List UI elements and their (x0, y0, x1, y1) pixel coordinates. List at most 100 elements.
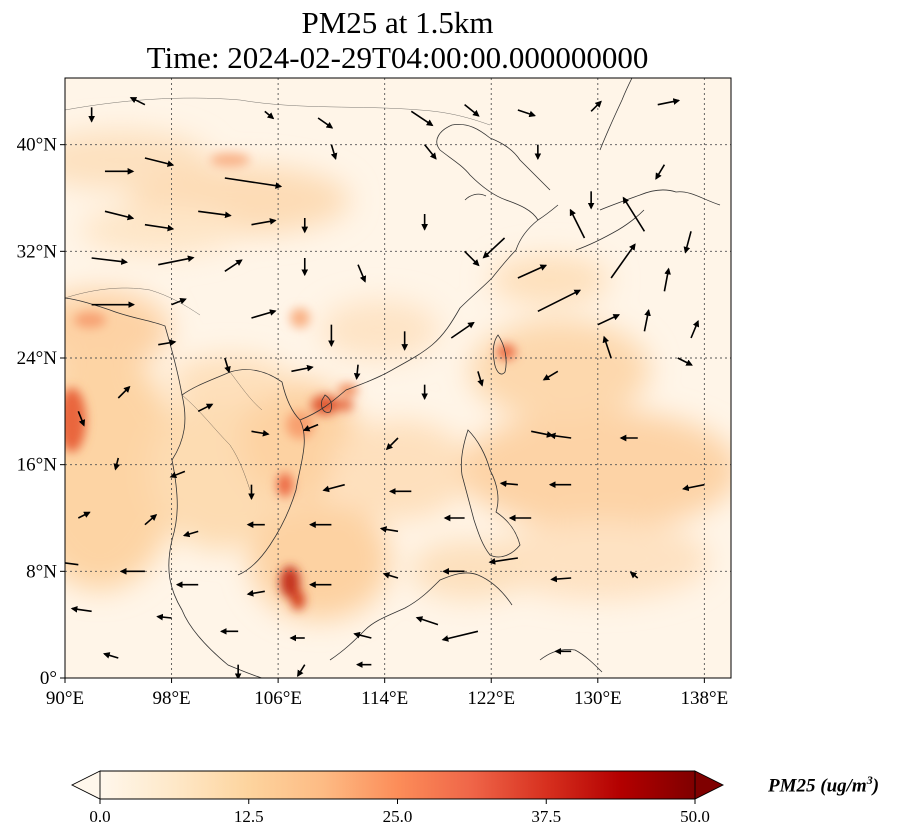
colorbar-ticks: 0.0 12.5 25.0 37.5 50.0 (89, 799, 710, 826)
lon-tick-label: 138°E (681, 688, 729, 709)
wind-vector (322, 483, 345, 493)
wind-vector (65, 562, 79, 566)
wind-vector (682, 483, 705, 492)
wind-vector (379, 526, 399, 533)
map-title-line-2: Time: 2024-02-29T04:00:00.000000000 (146, 40, 649, 75)
wind-vector (113, 457, 121, 471)
wind-vector (104, 210, 135, 221)
pm25-hotspots (65, 153, 516, 610)
wind-vector (548, 432, 572, 440)
wind-vector (590, 100, 602, 112)
wind-vector (677, 357, 693, 366)
colorbar: 0.0 12.5 25.0 37.5 50.0 (70, 770, 725, 826)
gridlines (65, 78, 731, 678)
wind-vector (182, 530, 199, 538)
wind-vector (246, 589, 265, 597)
wind-vector (77, 411, 86, 427)
wind-vector (251, 429, 270, 437)
wind-vector (297, 664, 306, 678)
wind-vector (477, 371, 484, 387)
wind-vector (197, 403, 214, 413)
wind-vectors (65, 96, 705, 678)
wind-vector (464, 104, 480, 117)
wind-vector (517, 264, 548, 279)
wind-vector (353, 364, 361, 381)
lat-tick-label: 0° (40, 668, 57, 689)
lat-tick-label: 32°N (17, 241, 58, 262)
wind-vector (158, 255, 195, 266)
lon-tick-label: 98°E (152, 688, 190, 709)
wind-vector (602, 335, 612, 359)
wind-vector (264, 110, 275, 120)
wind-vector (144, 157, 175, 167)
colorbar-tick-label: 50.0 (680, 807, 710, 826)
wind-vector (70, 605, 92, 613)
wind-vector (424, 144, 437, 160)
colorbar-tick-label: 0.0 (89, 807, 110, 826)
wind-vector (663, 267, 671, 292)
lon-tick-label: 130°E (574, 688, 622, 709)
borders (65, 97, 491, 491)
wind-vector (690, 319, 700, 339)
wind-vector (224, 357, 231, 374)
wind-vector (683, 231, 692, 254)
lat-tick-label: 24°N (17, 348, 58, 369)
wind-vector (317, 117, 334, 129)
wind-vector (569, 208, 586, 239)
colorbar-label-text: PM25 (ug/m (768, 775, 867, 797)
wind-vector (156, 613, 172, 621)
lat-tick-label: 40°N (17, 135, 58, 156)
lat-tick-label: 16°N (17, 455, 58, 476)
colorbar-label: PM25 (ug/m3) (768, 773, 879, 797)
colorbar-tick-label: 37.5 (531, 807, 561, 826)
lat-tick-label: 8°N (26, 561, 57, 582)
wind-vector (657, 98, 681, 106)
wind-vector (91, 257, 128, 265)
wind-vector (77, 511, 91, 519)
wind-vector (622, 196, 646, 232)
wind-vector (117, 385, 131, 399)
wind-vector (410, 110, 434, 127)
wind-vector (251, 309, 277, 319)
wind-vector (655, 164, 666, 180)
wind-vector (169, 470, 186, 479)
colorbar-label-close: ) (872, 775, 880, 797)
wind-vector (537, 289, 582, 313)
wind-vector (482, 237, 506, 259)
wind-vector (550, 575, 572, 583)
map-title-line-1: PM25 at 1.5km (301, 5, 494, 40)
wind-vector (597, 314, 621, 326)
wind-vector (144, 513, 158, 526)
wind-vector (385, 437, 399, 451)
wind-vector (531, 430, 554, 438)
wind-vector (415, 616, 439, 626)
lat-axis: 0° 8°N 16°N 24°N 32°N 40°N (17, 135, 65, 689)
wind-vector (542, 370, 559, 381)
lon-tick-label: 122°E (467, 688, 515, 709)
wind-vector (198, 210, 232, 219)
wind-vector (129, 96, 146, 106)
colorbar-tick-label: 12.5 (234, 807, 264, 826)
lon-tick-label: 106°E (254, 688, 302, 709)
lon-tick-label: 90°E (46, 688, 84, 709)
wind-vector (464, 250, 480, 267)
wind-vector (643, 309, 651, 332)
wind-vector (610, 243, 636, 279)
wind-vector (629, 571, 639, 579)
wind-vector (102, 652, 119, 659)
wind-vector (441, 630, 479, 642)
wind-vector (144, 223, 175, 232)
wind-vector (302, 423, 319, 432)
map-area (65, 78, 731, 678)
wind-vector (171, 297, 187, 306)
wind-vector (382, 572, 399, 579)
colorbar-label-sup: 3 (866, 773, 873, 787)
wind-vector (158, 339, 177, 347)
wind-vector (330, 144, 338, 160)
wind-vector (291, 364, 314, 373)
wind-vector (499, 480, 518, 488)
wind-vector (224, 177, 283, 189)
wind-vector (517, 109, 536, 118)
wind-vector (251, 218, 277, 226)
